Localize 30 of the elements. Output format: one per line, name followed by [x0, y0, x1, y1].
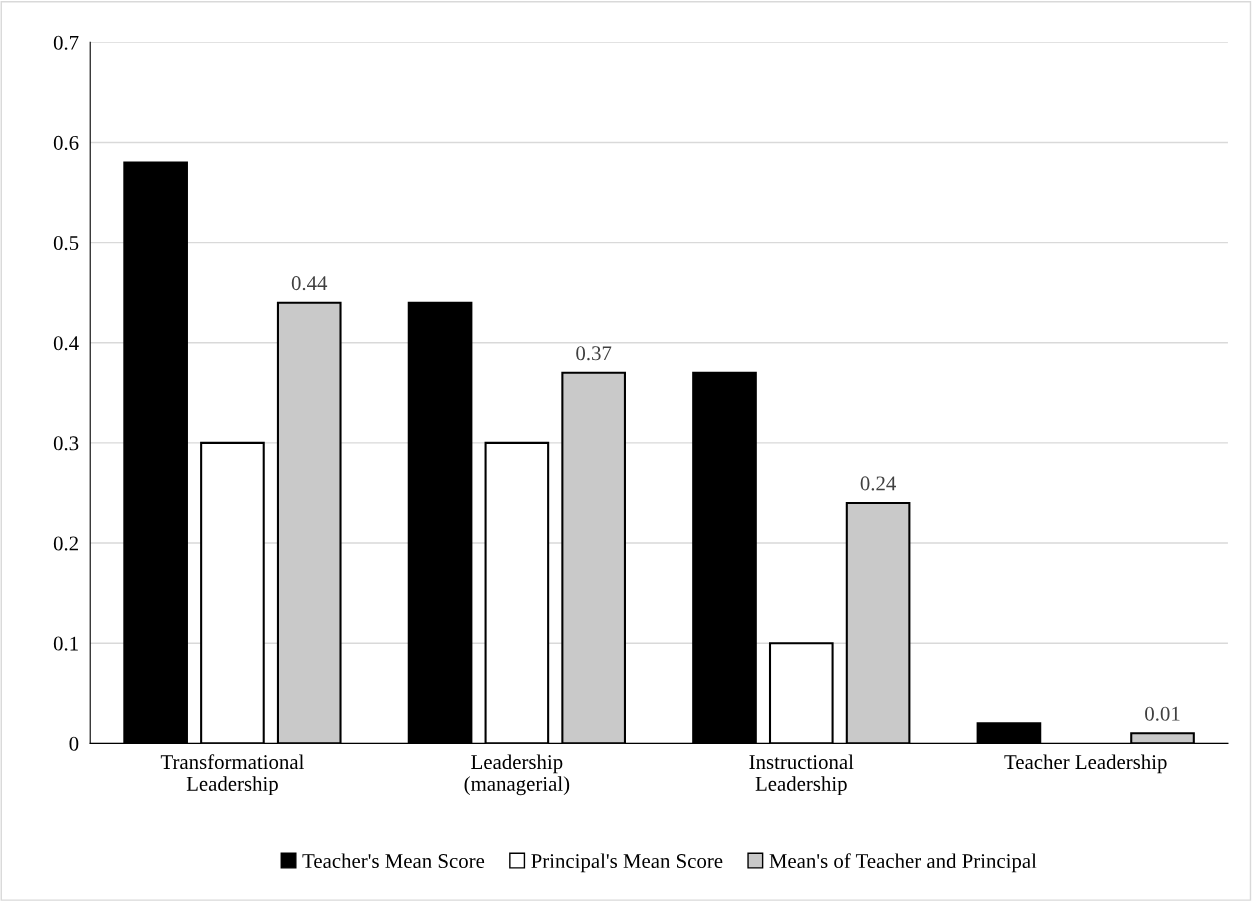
- x-tick-label: Instructional Leadership: [749, 754, 854, 796]
- bar: [845, 501, 911, 744]
- y-tick-label: 0.4: [53, 336, 79, 351]
- bar: [976, 722, 1042, 744]
- bar: [561, 371, 626, 744]
- bar: [407, 301, 473, 744]
- x-tick-label: Leadership (managerial): [464, 754, 570, 796]
- legend-label: Principal's Mean Score: [531, 853, 723, 873]
- y-tick-label: 0.1: [53, 636, 78, 651]
- x-tick-label: Teacher Leadership: [1004, 754, 1167, 774]
- y-tick-label: 0.6: [53, 135, 79, 151]
- bar: [276, 301, 342, 744]
- data-label: 0.44: [291, 276, 328, 291]
- y-tick-label: 0.2: [53, 536, 78, 551]
- bar: [200, 441, 265, 744]
- y-tick-label: 0.3: [53, 436, 79, 451]
- x-tick-label: Transformational Leadership: [160, 754, 304, 796]
- data-label: 0.37: [576, 346, 612, 361]
- data-label: 0.24: [860, 476, 896, 491]
- bar: [768, 642, 834, 744]
- bar: [692, 371, 757, 744]
- legend-label: Mean's of Teacher and Principal: [769, 853, 1037, 873]
- bar: [123, 161, 188, 744]
- y-tick-label: 0: [69, 736, 79, 751]
- bar: [1130, 732, 1195, 744]
- y-tick-label: 0.7: [53, 35, 79, 50]
- data-label: 0.01: [1145, 706, 1180, 721]
- legend-label: Teacher's Mean Score: [302, 853, 485, 869]
- y-tick-label: 0.5: [53, 236, 79, 251]
- bar: [484, 441, 550, 744]
